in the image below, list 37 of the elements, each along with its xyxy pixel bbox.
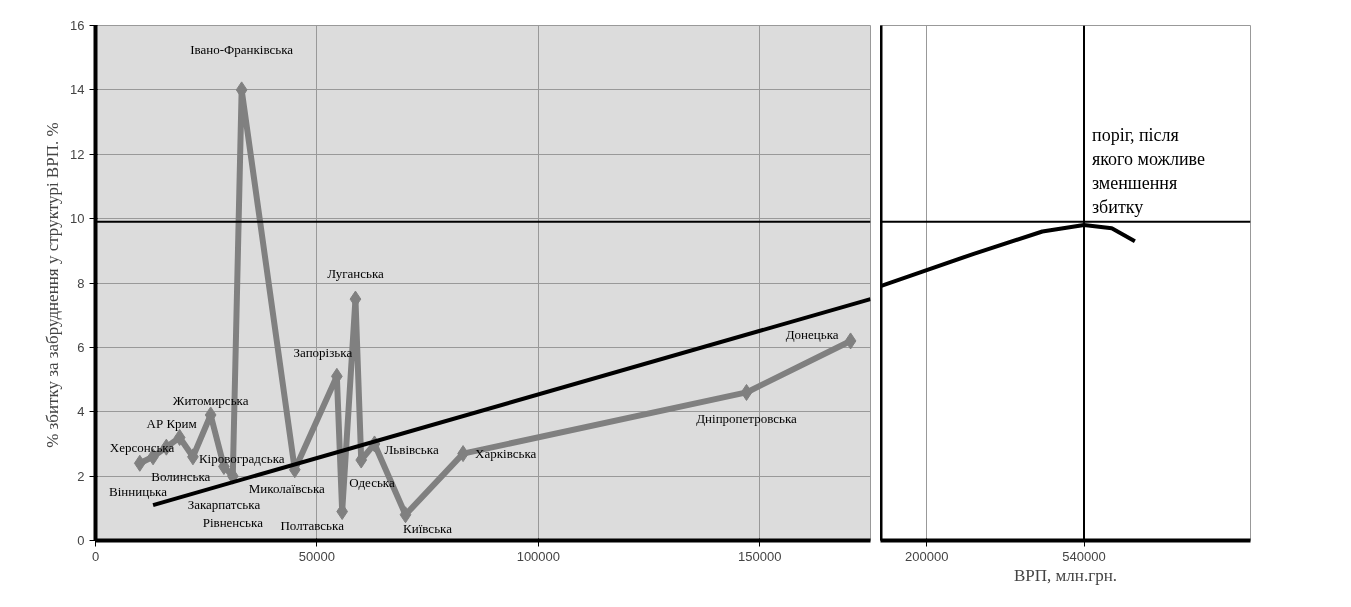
annotation: Харківська — [475, 446, 537, 462]
y-tick-label: 14 — [70, 82, 85, 98]
annotation: АР Крим — [146, 416, 197, 431]
annotation: Кіровоградська — [198, 451, 285, 467]
y-tick-label: 6 — [77, 339, 85, 355]
annotation: Полтавська — [280, 518, 345, 534]
annotation: Львівська — [384, 442, 439, 458]
annotation: Дніпропетровська — [696, 410, 798, 426]
y-tick-label: 4 — [77, 404, 85, 420]
annotation: Рівненська — [202, 514, 264, 530]
x-tick-label: 0 — [91, 548, 100, 564]
annotation: Волинська — [151, 468, 211, 484]
annotation: Запорізька — [293, 344, 353, 360]
y-tick-label: 2 — [77, 468, 85, 484]
annotation: Миколаївська — [248, 481, 326, 497]
x-tick-label: 200000 — [905, 548, 949, 564]
y-tick-label: 10 — [70, 211, 85, 227]
annotation: Луганська — [327, 265, 385, 281]
annotation: Херсонська — [109, 439, 175, 455]
y-tick-label: 8 — [77, 275, 85, 291]
annotation: Вінницька — [109, 484, 168, 500]
y-axis-title: % збитку за забруднення у структурі ВРП. % — [43, 122, 63, 448]
annotation: Закарпатська — [187, 496, 261, 512]
y-tick-label: 16 — [70, 18, 85, 33]
x-tick-label: 50000 — [298, 548, 336, 564]
annotation: поріг, після якого можливе зменшення збитку — [1092, 125, 1205, 218]
x-tick-label: 150000 — [738, 548, 782, 564]
x-axis-title: ВРП, млн.грн. — [1014, 565, 1117, 585]
y-tick-label: 0 — [77, 533, 85, 548]
annotation: Івано-Франківська — [190, 42, 294, 58]
annotation: Одеська — [349, 474, 395, 490]
x-tick-label: 540000 — [1062, 548, 1106, 564]
x-tick-label: 100000 — [516, 548, 561, 564]
y-tick-label: 12 — [70, 146, 85, 162]
annotation: Донецька — [785, 327, 839, 343]
annotation: Київська — [403, 521, 453, 537]
annotation: Житомирська — [172, 393, 249, 409]
